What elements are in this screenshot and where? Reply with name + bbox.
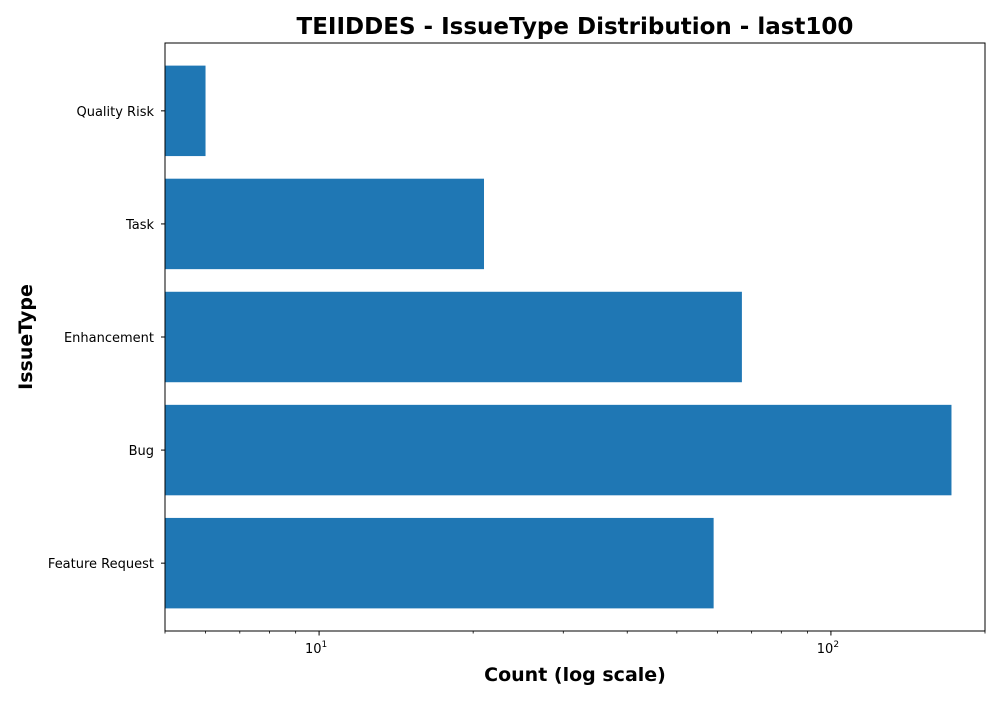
x-tick-label-base: 10 [305, 642, 322, 657]
x-tick-label: 102 [817, 640, 839, 657]
plot-frame [164, 42, 986, 632]
x-tick-label-base: 10 [817, 642, 834, 657]
y-axis-label: IssueType [15, 284, 37, 390]
chart-title: TEIIDDES - IssueType Distribution - last… [297, 14, 854, 40]
x-tick-label-exponent: 1 [321, 640, 327, 650]
x-axis-ticks: 101 102 [164, 631, 986, 657]
bar-feature-request [165, 517, 714, 609]
x-tick-label-exponent: 2 [833, 640, 839, 650]
y-axis-tick-labels: Quality Risk Task Enhancement Bug Feature Re… [48, 105, 165, 572]
bars-layer [165, 65, 952, 609]
bar-bug [165, 404, 952, 496]
bar-quality-risk [165, 65, 206, 157]
y-tick-label: Bug [129, 444, 154, 459]
y-tick-label: Enhancement [64, 331, 154, 346]
y-tick-label: Quality Risk [76, 105, 154, 120]
x-axis-label: Count (log scale) [484, 664, 666, 686]
x-tick-label: 101 [305, 640, 327, 657]
bar-task [165, 178, 485, 270]
y-tick-label: Task [125, 218, 155, 233]
y-tick-label: Feature Request [48, 557, 154, 572]
bar-enhancement [165, 291, 742, 383]
